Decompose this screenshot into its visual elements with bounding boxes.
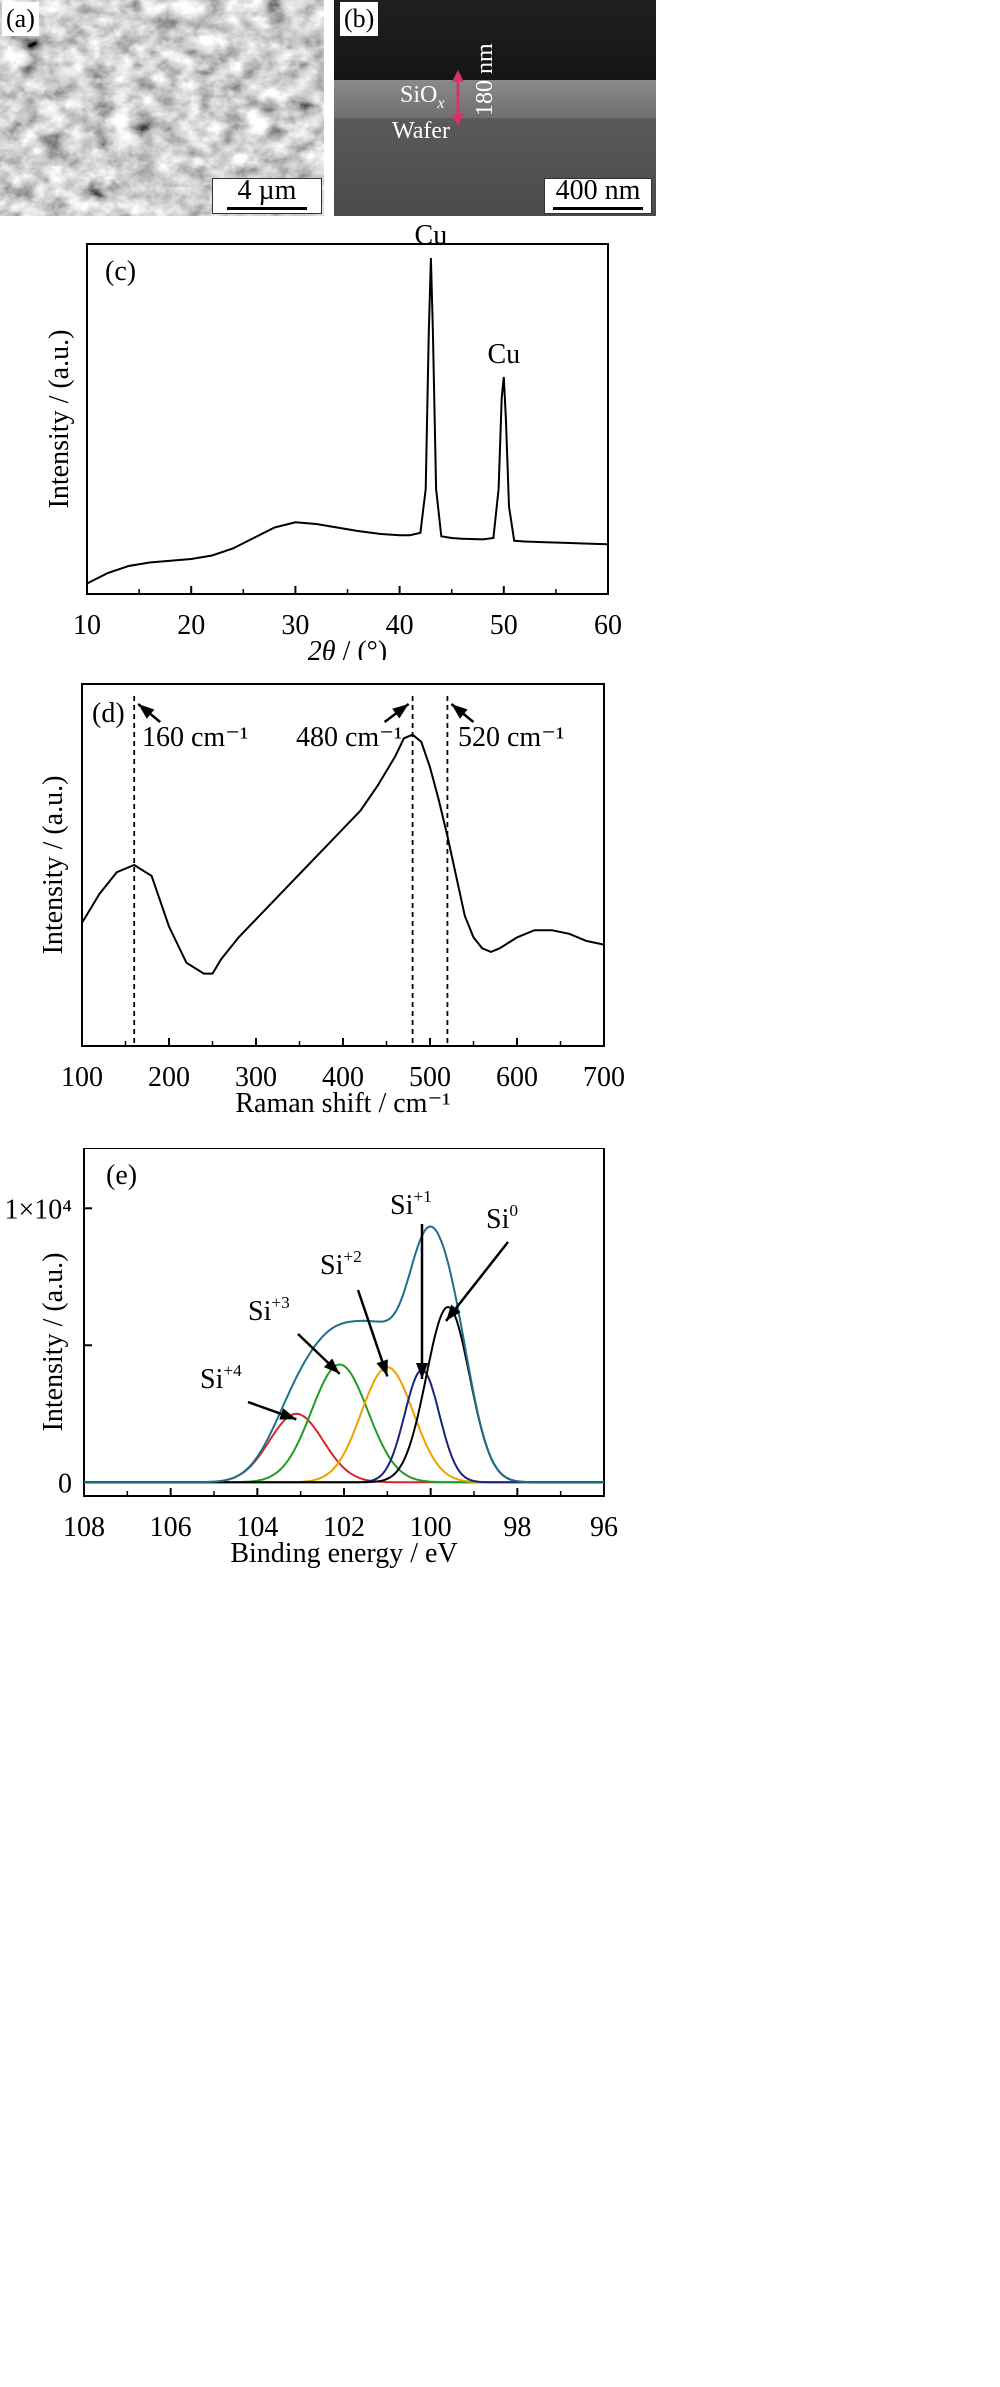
component-arrow-0-head — [279, 1408, 297, 1420]
x-tick-label: 98 — [503, 1512, 531, 1543]
scale-bar-text-a: 4 µm — [237, 175, 297, 206]
scale-bar-line-b — [553, 207, 643, 210]
panel-label-c: (c) — [105, 256, 136, 287]
x-tick-label: 108 — [63, 1512, 105, 1543]
x-axis-label: Binding energy / eV — [230, 1538, 457, 1569]
reference-label: 480 cm⁻¹ — [296, 722, 402, 753]
component-label-0-sup: +4 — [223, 1361, 242, 1380]
wafer-label: Wafer — [392, 118, 451, 144]
y-axis-label: Intensity / (a.u.) — [44, 330, 75, 509]
component-arrow-3-head — [416, 1362, 428, 1379]
y-axis-label: Intensity / (a.u.) — [38, 1253, 69, 1432]
x-tick-label: 10 — [73, 610, 101, 641]
raman-chart: 100 200 300 400 500 600 700 160 cm⁻¹ 480 cm⁻¹ 520… — [38, 683, 625, 1119]
component-label-0-base: Si — [200, 1364, 224, 1395]
y-tick-label: 1×10⁴ — [4, 1194, 72, 1225]
component-peak-4 — [84, 1305, 604, 1484]
panel-label-a: (a) — [2, 2, 39, 36]
sem-image-a: (a) 4 µm — [0, 0, 324, 216]
peak-label-cu: Cu — [487, 339, 520, 370]
scale-bar-a: 4 µm — [212, 175, 322, 214]
scale-bar-line-a — [227, 207, 307, 210]
component-label-4-base: Si — [486, 1204, 510, 1235]
xrd-chart: 10 20 30 40 50 60 Cu Cu (c) 2θ / (°) Intensity / (… — [44, 224, 622, 660]
peak-label-cu: Cu — [415, 224, 448, 251]
xrd-series-line — [86, 257, 609, 585]
x-tick-label: 60 — [594, 610, 622, 641]
y-axis-label: Intensity / (a.u.) — [38, 776, 69, 955]
component-label-2-sup: +2 — [343, 1247, 361, 1266]
x-axis-label-rest: / (°) — [336, 636, 388, 660]
x-tick-label: 102 — [323, 1512, 365, 1543]
x-tick-label: 96 — [590, 1512, 618, 1543]
component-arrow-1-head — [323, 1358, 340, 1374]
x-tick-label: 300 — [235, 1062, 277, 1093]
x-tick-label: 106 — [150, 1512, 192, 1543]
envelope-line — [84, 1225, 604, 1484]
component-peak-0 — [84, 1412, 604, 1484]
oxide-label: SiOx — [400, 82, 445, 112]
component-label-3: Si+1 — [390, 1187, 432, 1221]
component-peak-1 — [84, 1363, 604, 1484]
component-label-4-sup: 0 — [509, 1201, 518, 1220]
reference-arrow-head — [451, 704, 468, 719]
x-tick-label: 104 — [236, 1512, 278, 1543]
panel-label-d: (d) — [92, 698, 125, 729]
component-label-2-base: Si — [320, 1250, 344, 1281]
x-tick-label: 100 — [61, 1062, 103, 1093]
component-label-0: Si+4 — [200, 1361, 242, 1395]
x-tick-label: 600 — [496, 1062, 538, 1093]
component-label-3-sup: +1 — [413, 1187, 431, 1206]
component-label-2: Si+2 — [320, 1247, 362, 1281]
x-tick-label: 500 — [409, 1062, 451, 1093]
x-tick-label: 50 — [490, 610, 518, 641]
component-label-3-base: Si — [390, 1190, 414, 1221]
component-arrow-2-head — [376, 1359, 388, 1377]
raman-series-line — [81, 733, 605, 975]
oxide-layer — [334, 80, 656, 118]
component-peak-2 — [84, 1366, 604, 1484]
component-peak-3 — [84, 1368, 604, 1484]
panel-label-e: (e) — [106, 1160, 137, 1191]
component-arrow-4-shaft — [445, 1241, 509, 1322]
vacuum-region — [334, 0, 656, 80]
reference-arrow-head — [392, 704, 409, 719]
component-label-1: Si+3 — [248, 1293, 290, 1327]
x-axis-label: Raman shift / cm⁻¹ — [235, 1088, 450, 1119]
xps-chart: 108 106 104 102 100 98 9601×10⁴Si+4Si+3Si+2Si+… — [4, 1148, 618, 1569]
x-tick-label: 30 — [281, 610, 309, 641]
component-arrow-4-head — [446, 1304, 461, 1321]
x-tick-label: 700 — [583, 1062, 625, 1093]
sem-image-b: (b) SiOx Wafer 180 nm 400 nm — [334, 0, 656, 216]
reference-label: 160 cm⁻¹ — [142, 722, 248, 753]
x-tick-label: 40 — [386, 610, 414, 641]
x-axis-label-italic: 2θ — [308, 636, 336, 660]
component-label-1-base: Si — [248, 1296, 272, 1327]
scale-bar-b: 400 nm — [544, 175, 652, 214]
x-tick-label: 400 — [322, 1062, 364, 1093]
component-label-1-sup: +3 — [271, 1293, 289, 1312]
thickness-label: 180 nm — [472, 43, 498, 116]
panel-label-b: (b) — [340, 2, 379, 36]
scale-bar-text-b: 400 nm — [555, 175, 641, 206]
component-label-4: Si0 — [486, 1201, 518, 1235]
reference-label: 520 cm⁻¹ — [458, 722, 564, 753]
thickness-arrow — [452, 70, 464, 126]
x-tick-label: 20 — [177, 610, 205, 641]
x-tick-label: 100 — [410, 1512, 452, 1543]
x-tick-label: 200 — [148, 1062, 190, 1093]
reference-arrow-head — [138, 704, 155, 719]
x-axis-label: 2θ / (°) — [308, 636, 387, 660]
y-tick-label: 0 — [58, 1468, 72, 1499]
